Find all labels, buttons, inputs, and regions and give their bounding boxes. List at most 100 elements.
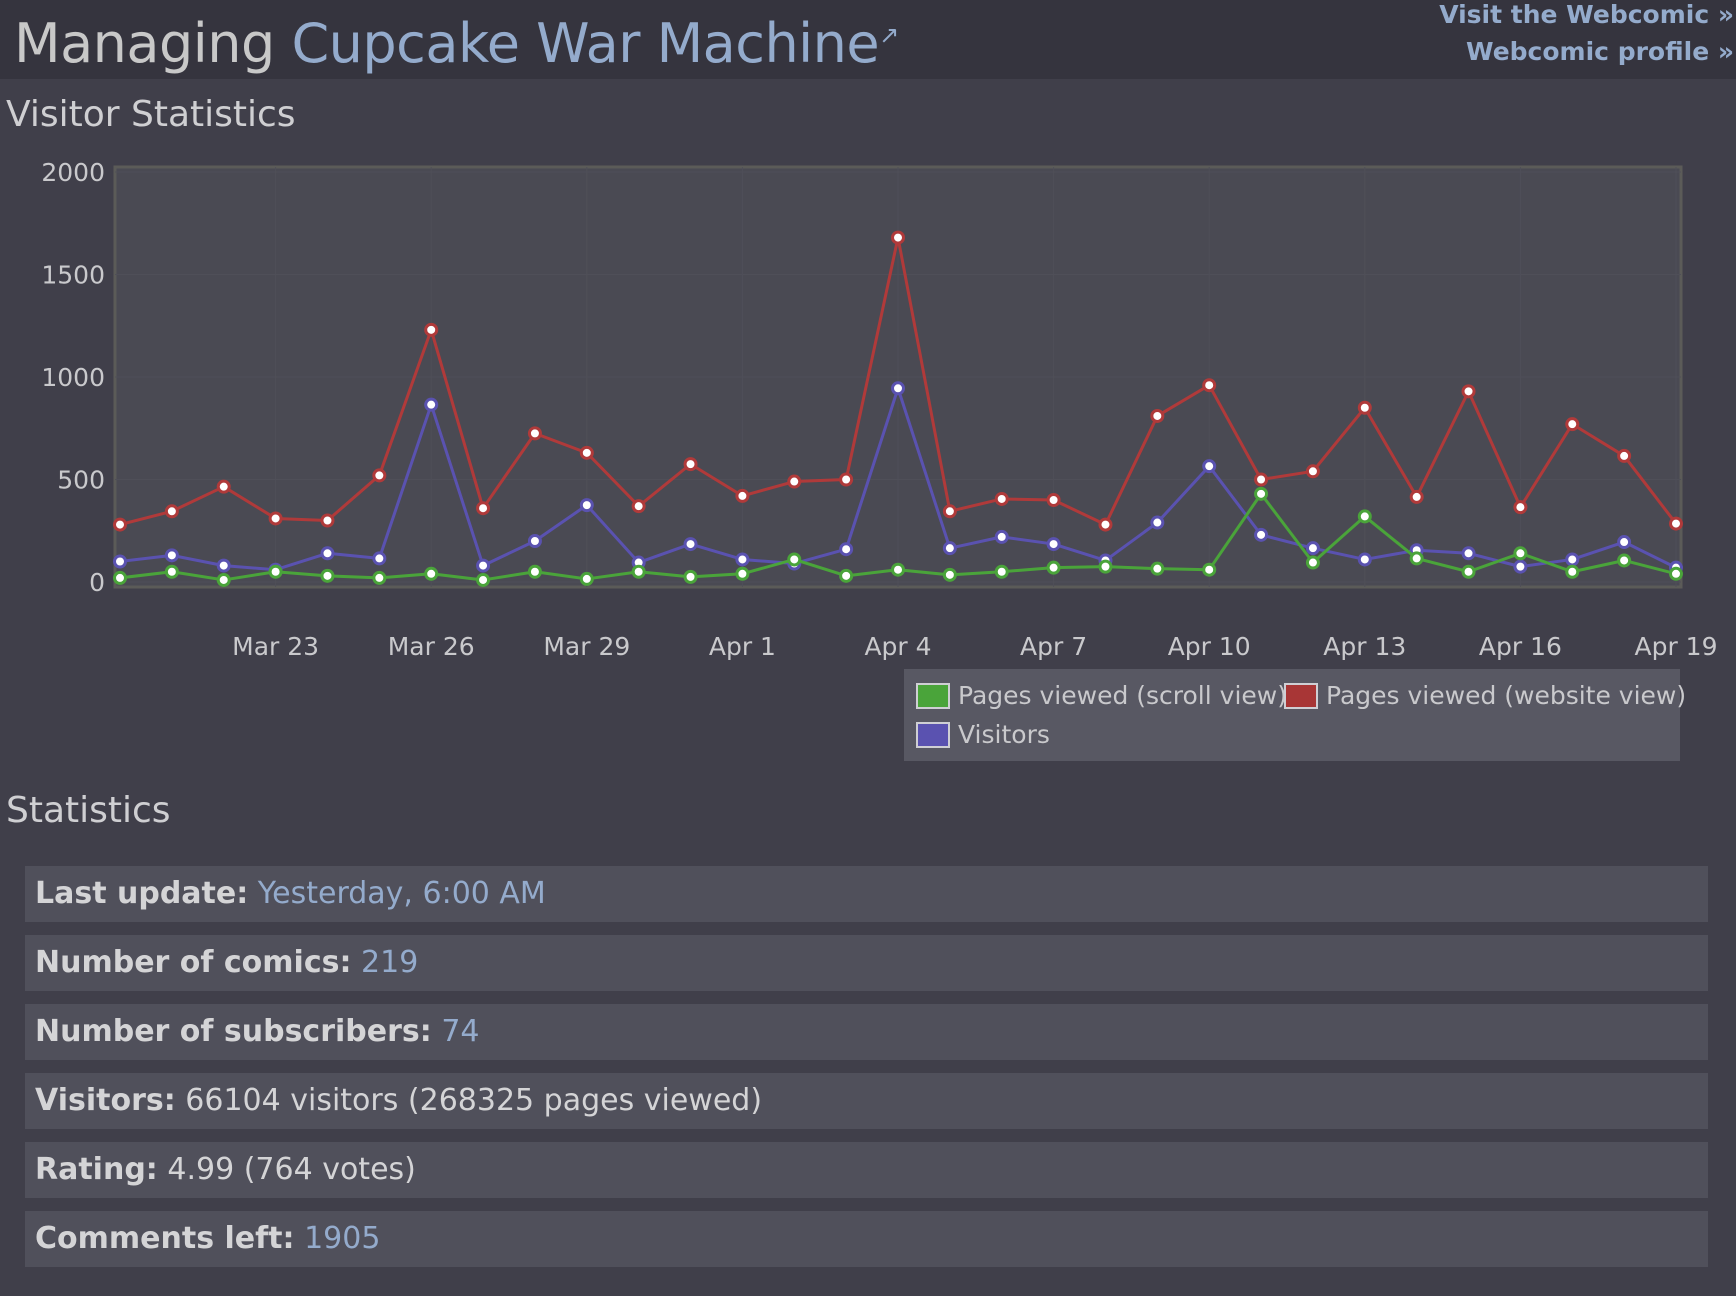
data-point [839, 472, 854, 487]
stat-row-subscribers: Number of subscribers: 74 [25, 1004, 1708, 1060]
legend-label: Visitors [958, 720, 1050, 749]
series-1 [113, 230, 1683, 532]
stat-row-comments: Comments left: 1905 [25, 1211, 1708, 1267]
visit-webcomic-link[interactable]: Visit the Webcomic » [1439, 0, 1734, 29]
stat-label: Rating: [35, 1152, 158, 1187]
legend-swatch-green [916, 682, 950, 709]
data-point [579, 498, 594, 513]
data-point [164, 548, 179, 563]
external-link-icon[interactable]: ↗ [879, 21, 899, 49]
data-point [1305, 464, 1320, 479]
y-tick-label: 0 [89, 568, 105, 597]
data-point [476, 558, 491, 573]
webcomic-profile-link[interactable]: Webcomic profile » [1466, 37, 1734, 66]
data-point [787, 552, 802, 567]
data-point [1565, 552, 1580, 567]
data-point [1461, 564, 1476, 579]
data-point [216, 572, 231, 587]
data-point [216, 479, 231, 494]
stat-value: 1905 [304, 1221, 381, 1256]
legend-swatch-blue [916, 721, 950, 748]
data-point [683, 569, 698, 584]
data-point [476, 572, 491, 587]
data-point [1202, 562, 1217, 577]
data-point [1305, 541, 1320, 556]
data-point [1098, 517, 1113, 532]
data-point [579, 445, 594, 460]
legend-label: Pages viewed (scroll view) [958, 681, 1287, 710]
data-point [113, 554, 127, 569]
data-point [1046, 493, 1061, 507]
data-point [164, 564, 179, 579]
data-point [1046, 560, 1061, 575]
stat-value: 66104 visitors (268325 pages viewed) [185, 1083, 763, 1118]
data-point [1357, 509, 1372, 524]
data-point [1305, 555, 1320, 570]
stat-row-rating: Rating: 4.99 (764 votes) [25, 1142, 1708, 1198]
x-tick-label: Mar 29 [543, 632, 630, 661]
x-tick-label: Apr 4 [864, 632, 931, 661]
comic-name-link[interactable]: Cupcake War Machine [291, 12, 880, 75]
visitor-chart: 0 500 1000 1500 2000 Mar 23 Mar 26 Mar 29 Apr 1 A… [41, 158, 1717, 661]
statistics-heading: Statistics [6, 790, 171, 831]
data-point [1513, 500, 1528, 515]
y-tick-label: 500 [57, 466, 105, 495]
page-header: Managing Cupcake War Machine↗ Visit the … [0, 0, 1736, 79]
data-point [424, 397, 439, 412]
stat-row-last-update: Last update: Yesterday, 6:00 AM [25, 866, 1708, 922]
x-tick-label: Apr 1 [709, 632, 776, 661]
data-point [942, 567, 957, 582]
data-point [1513, 546, 1528, 561]
data-point [527, 564, 542, 579]
y-tick-label: 1000 [41, 363, 105, 392]
data-point [1669, 516, 1683, 531]
legend-swatch-red [1284, 682, 1318, 709]
data-point [1357, 400, 1372, 415]
data-point [476, 501, 491, 516]
stat-value: 219 [361, 945, 419, 980]
data-point [1461, 384, 1476, 399]
chart-legend: Pages viewed (scroll view) Pages viewed … [904, 669, 1686, 761]
data-point [1357, 552, 1372, 567]
data-point [942, 504, 957, 519]
data-point [735, 552, 750, 567]
data-point [1202, 459, 1217, 474]
series-2 [113, 381, 1683, 577]
data-point [1565, 417, 1580, 432]
data-point [164, 504, 179, 519]
y-tick-label: 2000 [41, 158, 105, 187]
x-tick-label: Apr 16 [1479, 632, 1562, 661]
data-point [839, 568, 854, 583]
data-point [579, 571, 594, 586]
data-point [735, 488, 750, 503]
data-point [1461, 546, 1476, 561]
data-point [1202, 378, 1217, 393]
data-point [320, 546, 335, 561]
data-point [1150, 408, 1165, 423]
data-point [113, 517, 127, 532]
stat-value: 74 [441, 1014, 480, 1049]
data-point [216, 558, 231, 573]
x-tick-label: Apr 13 [1323, 632, 1406, 661]
data-point [268, 564, 283, 579]
data-point [424, 322, 439, 337]
x-tick-label: Apr 19 [1634, 632, 1717, 661]
data-point [994, 491, 1009, 506]
stat-value: Yesterday, 6:00 AM [257, 876, 546, 911]
data-point [1617, 448, 1632, 463]
data-point [1409, 489, 1424, 504]
legend-item-visitors: Visitors [916, 720, 1050, 749]
data-point [1150, 561, 1165, 576]
data-point [891, 562, 905, 577]
data-point [1617, 535, 1632, 550]
data-point [1513, 559, 1528, 574]
data-point [1254, 527, 1269, 542]
visitor-statistics-heading: Visitor Statistics [6, 94, 296, 135]
stat-label: Last update: [35, 876, 249, 911]
x-tick-label: Apr 7 [1020, 632, 1087, 661]
data-point [1098, 559, 1113, 574]
stat-label: Number of subscribers: [35, 1014, 432, 1049]
data-point [113, 570, 127, 585]
stat-label: Number of comics: [35, 945, 352, 980]
stat-label: Visitors: [35, 1083, 176, 1118]
